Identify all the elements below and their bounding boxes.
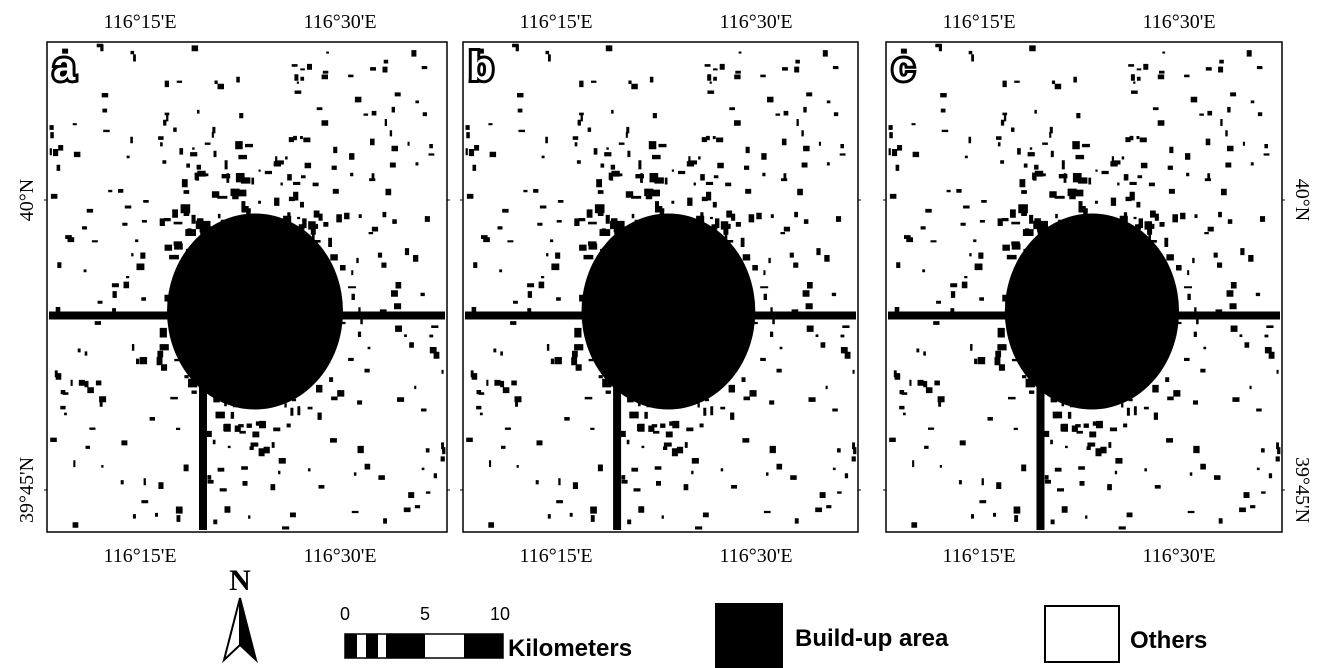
scale-seg [345,634,357,658]
lat-label: 39°45'N [16,457,38,523]
lon-label: 116°15'E [942,545,1015,567]
lon-label: 116°15'E [103,545,176,567]
legend-label: Others [1130,627,1207,654]
north-arrow: N [224,564,256,660]
figure: N 0 5 10 Kilometers Build-up area Others… [0,0,1322,668]
lon-label: 116°15'E [942,11,1015,33]
scale-bar: 0 5 10 Kilometers [340,604,632,662]
map-panel: b 116°15'E 116°30'E 116°15'E 116°30'E [460,11,861,567]
map-panel: c 116°15'E 116°30'E 116°15'E 116°30'E 40°N 39°… [883,11,1313,567]
scale-unit: Kilometers [508,635,632,662]
lon-label: 116°30'E [303,11,376,33]
lat-label: 40°N [1291,179,1313,221]
panel-label: a [53,45,76,89]
lon-label: 116°30'E [1142,545,1215,567]
scale-seg [366,634,378,658]
lon-label: 116°30'E [303,545,376,567]
scale-label: 5 [420,604,430,624]
panel-label: b [469,45,493,89]
scale-label: 0 [340,604,350,624]
legend-swatch [715,603,783,668]
lon-label: 116°30'E [719,11,792,33]
legend-label: Build-up area [795,625,949,652]
scale-seg [386,634,425,658]
scale-seg [464,634,503,658]
lon-label: 116°30'E [1142,11,1215,33]
lon-label: 116°15'E [103,11,176,33]
lat-label: 40°N [16,179,38,221]
arrow-right [240,598,256,660]
arrow-left [224,598,240,660]
lon-label: 116°30'E [719,545,792,567]
lat-label: 39°45'N [1291,457,1313,523]
lon-label: 116°15'E [519,11,592,33]
panel-label: c [892,45,914,89]
scale-label: 10 [490,604,510,624]
north-label: N [229,564,251,597]
map-panel: a 116°15'E 116°30'E 116°15'E 116°30'E 40°N 39°… [16,11,450,567]
legend-swatch [1045,606,1119,662]
lon-label: 116°15'E [519,545,592,567]
legend: Build-up area Others [715,603,1207,668]
